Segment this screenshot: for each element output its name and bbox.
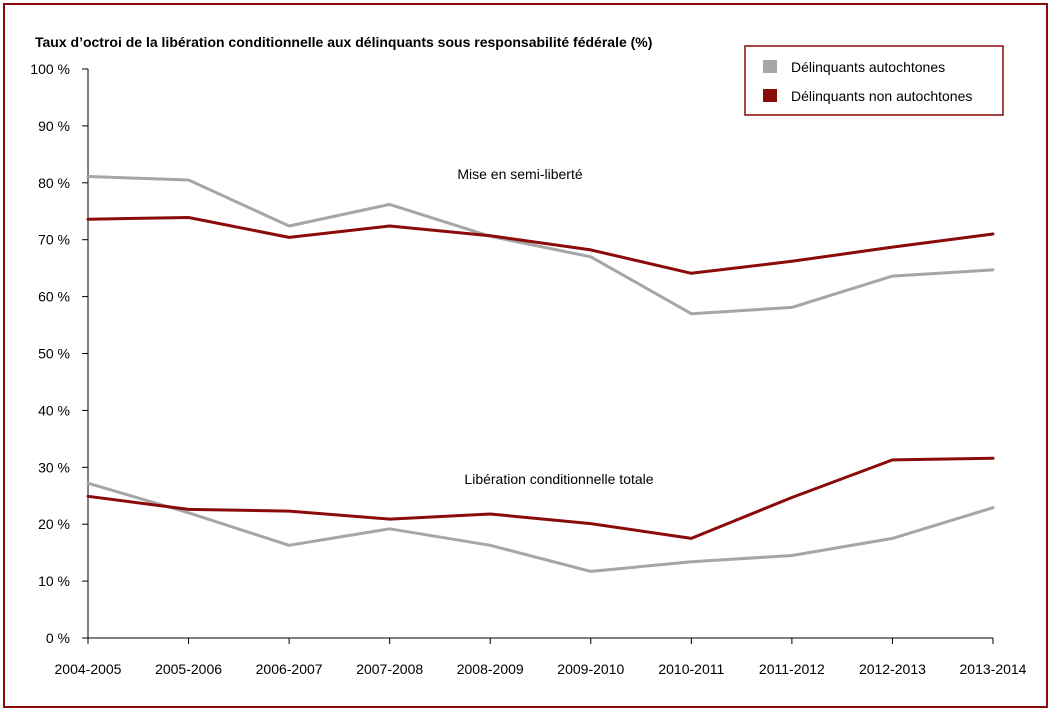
series-line-non-autochtones-group1 <box>86 456 995 540</box>
legend-label-autochtones: Délinquants autochtones <box>791 59 945 75</box>
legend-label-non-autochtones: Délinquants non autochtones <box>791 88 972 104</box>
y-tick-label: 50 % <box>38 346 70 362</box>
axes: 0 % 10 % 20 % 30 % 40 % 50 % 60 % 70 % 80 % 90 % 1… <box>30 61 1026 677</box>
y-tick-label: 80 % <box>38 175 70 191</box>
legend-box <box>744 45 1004 116</box>
y-tick-label: 10 % <box>38 573 70 589</box>
chart-frame <box>3 3 1048 708</box>
y-tick-label: 100 % <box>30 61 70 77</box>
series-line-autochtones-group0 <box>86 175 995 316</box>
y-tick-label: 40 % <box>38 402 70 418</box>
series-line-autochtones-group1 <box>86 481 995 573</box>
chart-title: Taux d’octroi de la libération condition… <box>35 34 652 50</box>
y-tick-label: 20 % <box>38 516 70 532</box>
y-tick-label: 70 % <box>38 232 70 248</box>
x-tick-label: 2004-2005 <box>55 661 122 677</box>
x-tick-label: 2010-2011 <box>658 661 724 677</box>
y-tick-label: 60 % <box>38 289 70 305</box>
x-tick-label: 2011-2012 <box>759 661 825 677</box>
x-tick-label: 2005-2006 <box>155 661 222 677</box>
annotation-semi-liberte: Mise en semi-liberté <box>457 166 582 182</box>
x-tick-label: 2006-2007 <box>256 661 323 677</box>
annotation-liberation-totale: Libération conditionnelle totale <box>464 471 653 487</box>
x-tick-label: 2008-2009 <box>457 661 524 677</box>
legend: Délinquants autochtones Délinquants non … <box>744 45 1004 116</box>
legend-swatch-autochtones <box>763 60 777 73</box>
x-tick-label: 2009-2010 <box>557 661 624 677</box>
legend-swatch-non-autochtones <box>763 89 777 102</box>
y-tick-label: 90 % <box>38 118 70 134</box>
series-layer <box>86 175 995 573</box>
series-line-non-autochtones-group0 <box>86 216 995 275</box>
y-tick-label: 0 % <box>46 630 70 646</box>
x-tick-label: 2013-2014 <box>960 661 1027 677</box>
x-tick-label: 2007-2008 <box>356 661 423 677</box>
x-tick-label: 2012-2013 <box>859 661 926 677</box>
y-tick-label: 30 % <box>38 459 70 475</box>
